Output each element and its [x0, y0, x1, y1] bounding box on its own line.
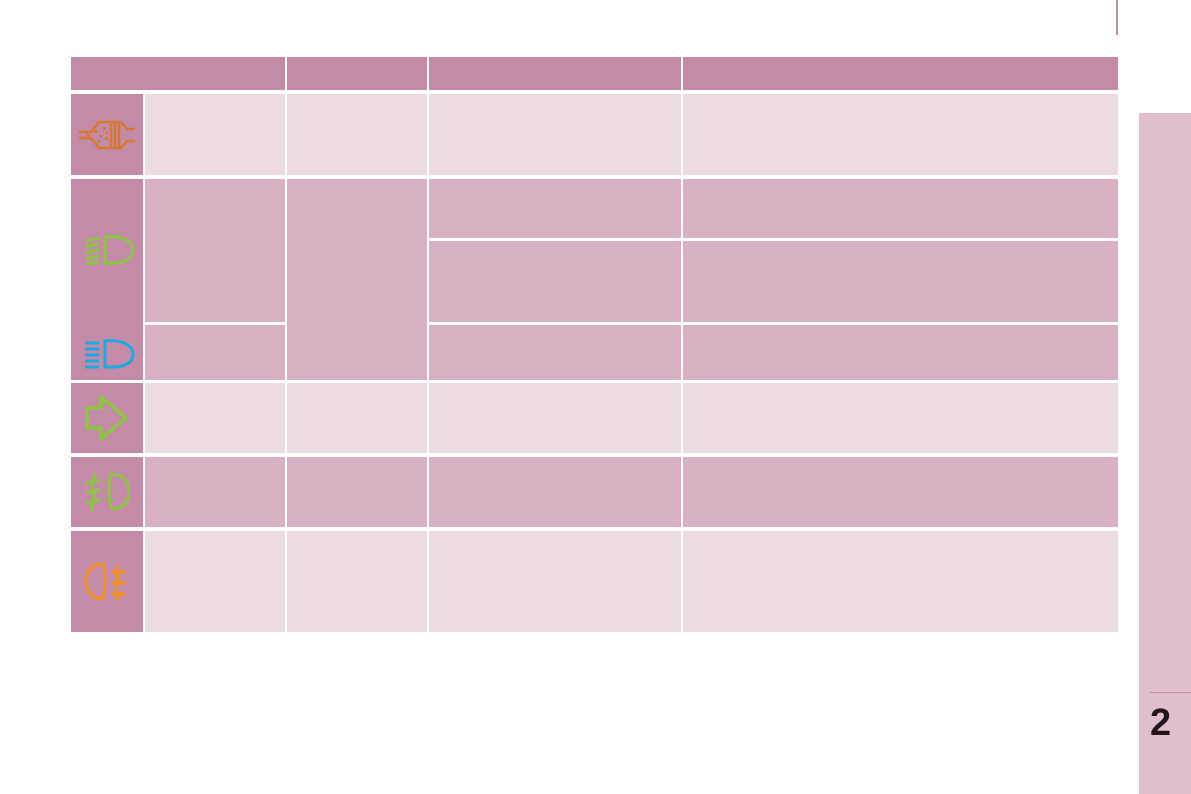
- main-beam-headlamp-icon: [85, 339, 135, 369]
- table-cell: [683, 179, 1118, 238]
- table-row-icon-cell: [71, 531, 143, 632]
- table-row-icon-cell: [71, 179, 143, 380]
- page-edge-marker: [1116, 0, 1118, 35]
- table-cell: [429, 531, 681, 632]
- table-cell: [683, 531, 1118, 632]
- table-cell: [429, 383, 681, 453]
- dipped-beam-headlamp-icon: [85, 235, 135, 266]
- header-cell-lamp: [71, 57, 285, 90]
- table-cell: [683, 94, 1118, 175]
- table-cell: [145, 325, 285, 380]
- table-cell: [683, 457, 1118, 527]
- table-cell: [145, 457, 285, 527]
- chapter-side-tab: [1139, 113, 1191, 794]
- table-cell: [683, 383, 1118, 453]
- table-row-icon-cell: [71, 457, 143, 527]
- table-cell: [429, 325, 681, 380]
- table-cell: [145, 383, 285, 453]
- table-cell: [429, 457, 681, 527]
- rear-foglamp-icon: [84, 561, 126, 601]
- table-cell: [145, 531, 285, 632]
- table-row-icon-cell: [71, 383, 143, 453]
- table-cell: [287, 179, 427, 380]
- chapter-tab-divider: [1150, 692, 1191, 693]
- table-cell: [683, 325, 1118, 380]
- table-cell: [429, 179, 681, 238]
- table-cell: [145, 94, 285, 175]
- table-cell: [683, 241, 1118, 322]
- table-cell: [145, 179, 285, 322]
- header-cell-state: [287, 57, 427, 90]
- table-cell: [287, 94, 427, 175]
- table-cell: [429, 241, 681, 322]
- table-row-icon-cell: [71, 94, 143, 175]
- table-cell: [287, 531, 427, 632]
- particle-filter-icon: [79, 120, 135, 149]
- table-cell: [429, 94, 681, 175]
- table-cell: [287, 383, 427, 453]
- header-cell-cause: [429, 57, 681, 90]
- chapter-number: 2: [1150, 702, 1172, 744]
- front-foglamp-icon: [85, 472, 130, 512]
- table-cell: [287, 457, 427, 527]
- header-cell-action: [683, 57, 1118, 90]
- sidelamps-arrow-icon: [85, 395, 128, 441]
